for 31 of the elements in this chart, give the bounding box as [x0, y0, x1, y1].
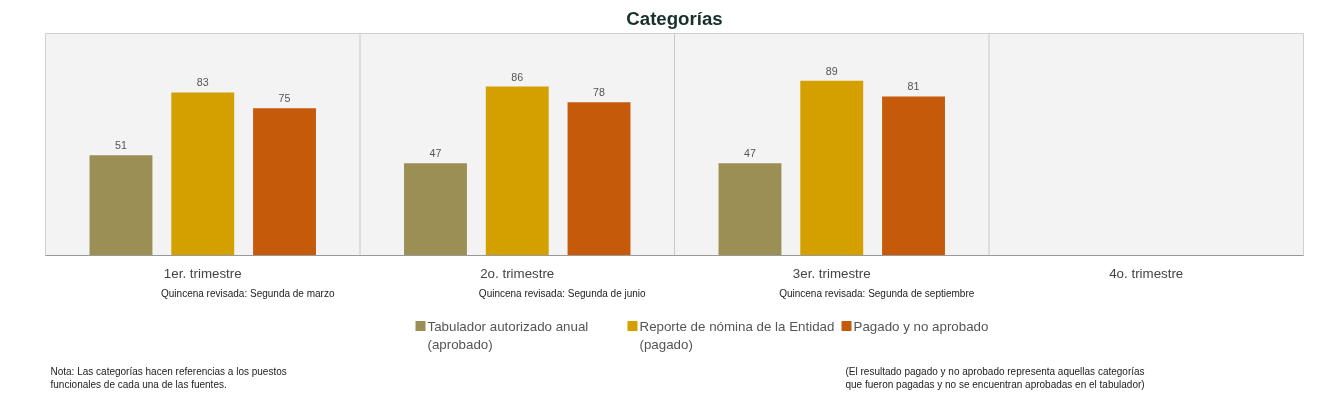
legend-label: Pagado y no aprobado: [853, 319, 989, 335]
legend-label: Reporte de nómina de la Entidad (pagado): [639, 319, 835, 353]
legend-label: Tabulador autorizado anual (aprobado): [427, 319, 589, 353]
data-label: 78: [593, 86, 606, 99]
data-label: 47: [744, 147, 756, 160]
text: Quincena revisada: Segunda de marzo: [161, 287, 335, 299]
data-label: 51: [115, 139, 127, 152]
x-tick-label: 3er. trimestre: [792, 265, 871, 281]
bar: [171, 92, 235, 256]
x-tick-label: 4o. trimestre: [1109, 265, 1184, 281]
bar: [404, 163, 467, 256]
text: Quincena revisada: Segunda de septiembre: [779, 287, 975, 299]
data-label: 81: [907, 80, 920, 93]
bar: [253, 108, 316, 256]
bar: [718, 163, 782, 256]
data-label: 86: [511, 70, 524, 83]
data-label: 89: [825, 64, 838, 77]
bar: [882, 96, 945, 256]
bar: [485, 86, 549, 256]
data-label: 75: [278, 92, 291, 105]
chart-title: Categorías: [626, 7, 723, 29]
text: Quincena revisada: Segunda de junio: [478, 287, 647, 299]
bar: [567, 102, 631, 256]
text: (El resultado pagado y no aprobado representa aquellas categorías que fueron pagadas y no se encuentran aprobadas en el tabulador): [845, 365, 1145, 390]
data-label: 47: [429, 147, 442, 160]
x-tick-label: 2o. trimestre: [480, 265, 555, 281]
bar: [800, 80, 864, 256]
bar: [89, 155, 153, 256]
text: Nota: Las categorías hacen referencias a los puestos funcionales de cada una de las fuentes.: [50, 365, 287, 390]
x-tick-label: 1er. trimestre: [163, 265, 242, 281]
data-label: 83: [196, 76, 209, 89]
